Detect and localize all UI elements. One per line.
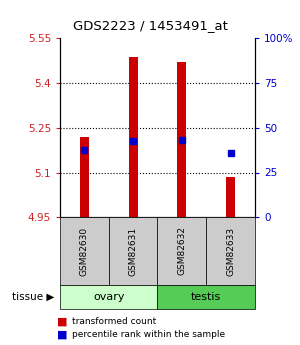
Bar bbox=[226, 177, 235, 217]
Text: GSM82633: GSM82633 bbox=[226, 226, 235, 276]
Text: testis: testis bbox=[191, 292, 221, 302]
Text: ■: ■ bbox=[57, 317, 68, 326]
Text: GSM82631: GSM82631 bbox=[129, 226, 138, 276]
Bar bbox=[178, 62, 186, 217]
Text: transformed count: transformed count bbox=[72, 317, 156, 326]
Text: ■: ■ bbox=[57, 330, 68, 339]
Text: tissue ▶: tissue ▶ bbox=[12, 292, 54, 302]
Text: percentile rank within the sample: percentile rank within the sample bbox=[72, 330, 225, 339]
Text: GSM82632: GSM82632 bbox=[177, 226, 186, 276]
Text: GDS2223 / 1453491_at: GDS2223 / 1453491_at bbox=[73, 19, 227, 32]
Bar bbox=[80, 137, 89, 217]
Text: GSM82630: GSM82630 bbox=[80, 226, 89, 276]
Text: ovary: ovary bbox=[93, 292, 124, 302]
Bar bbox=[129, 57, 137, 217]
